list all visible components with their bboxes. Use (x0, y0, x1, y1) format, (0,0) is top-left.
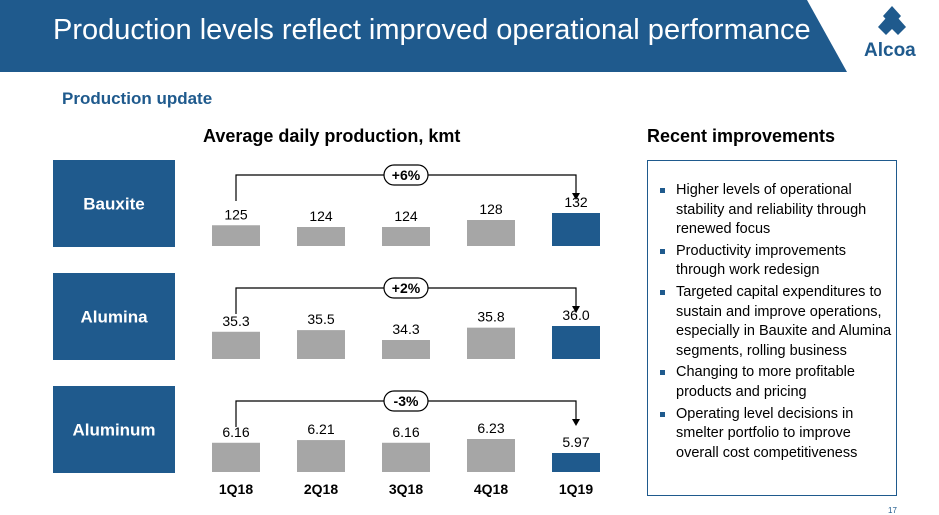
section-subtitle: Production update (62, 89, 213, 108)
square-bullet-icon (660, 289, 665, 295)
improvement-item: Changing to more profitable products and… (660, 363, 892, 402)
x-tick-label: 1Q19 (559, 481, 593, 497)
alcoa-logo (807, 0, 939, 72)
x-tick-label: 1Q18 (219, 481, 253, 497)
brand-name: Alcoa (864, 40, 916, 61)
diamond-logo-icon (878, 6, 906, 35)
bar (552, 213, 600, 246)
improvement-item: Higher levels of operational stability a… (660, 181, 892, 240)
improvement-text: Operating level decisions in smelter por… (676, 405, 858, 461)
panel-label: Alumina (80, 308, 148, 327)
improvements-list: Higher levels of operational stability a… (660, 181, 892, 465)
data-label: 6.16 (392, 424, 419, 440)
bar (297, 440, 345, 472)
data-label: 35.8 (477, 309, 504, 325)
change-label: -3% (394, 393, 419, 409)
change-badge (383, 164, 429, 186)
improvement-item: Targeted capital expenditures to sustain… (660, 283, 892, 361)
square-bullet-icon (660, 188, 665, 193)
bar (382, 227, 430, 246)
panel-label-box (53, 160, 175, 247)
page-title: Production levels reflect improved opera… (53, 14, 811, 46)
arrow-down-icon (572, 306, 580, 313)
arrow-down-icon (572, 193, 580, 200)
change-label: +6% (392, 167, 421, 183)
square-bullet-icon (660, 411, 665, 417)
panel-label-box (53, 386, 175, 473)
bar (297, 330, 345, 359)
square-bullet-icon (660, 370, 665, 376)
x-tick-label: 3Q18 (389, 481, 423, 497)
production-chart: Bauxite 125 124 124 128 132 +6% Alumina 35.3 35.5… (53, 160, 600, 497)
improvement-item: Productivity improvements through work r… (660, 242, 892, 281)
improvements-box: Higher levels of operational stability a… (647, 160, 897, 496)
bar (467, 439, 515, 472)
bar (212, 331, 260, 359)
arrow-down-icon (572, 419, 580, 426)
improvements-title: Recent improvements (647, 126, 836, 146)
bar (212, 442, 260, 472)
data-label: 125 (224, 206, 248, 222)
change-label: +2% (392, 280, 421, 296)
data-label: 128 (479, 201, 503, 217)
bar (467, 327, 515, 359)
improvement-text: Higher levels of operational stability a… (676, 182, 867, 238)
data-label: 5.97 (562, 434, 589, 450)
header-bar: Production levels reflect improved opera… (0, 0, 939, 72)
improvement-text: Changing to more profitable products and… (676, 364, 855, 400)
change-badge (383, 390, 429, 412)
data-label: 6.23 (477, 420, 504, 436)
bar (382, 340, 430, 359)
x-tick-label: 2Q18 (304, 481, 338, 497)
square-bullet-icon (660, 248, 665, 254)
bar (382, 442, 430, 472)
data-label: 35.5 (307, 311, 334, 327)
data-label: 6.21 (307, 421, 334, 437)
data-label: 6.16 (222, 424, 249, 440)
improvement-text: Productivity improvements through work r… (676, 242, 847, 279)
improvement-item: Operating level decisions in smelter por… (660, 405, 892, 464)
page-number: 17 (888, 506, 897, 515)
x-tick-label: 4Q18 (474, 481, 508, 497)
data-label: 36.0 (562, 307, 589, 323)
data-label: 35.3 (222, 313, 249, 329)
panel-label: Aluminum (72, 421, 155, 440)
bar (552, 326, 600, 359)
bar (467, 220, 515, 246)
chart-title: Average daily production, kmt (203, 126, 461, 146)
bar (552, 453, 600, 472)
bar (297, 227, 345, 246)
data-label: 34.3 (392, 321, 419, 337)
data-label: 124 (394, 208, 418, 224)
improvement-text: Targeted capital expenditures to sustain… (676, 283, 892, 359)
panel-label: Bauxite (83, 195, 144, 214)
data-label: 124 (309, 208, 333, 224)
change-badge (383, 277, 429, 299)
panel-label-box (53, 273, 175, 360)
bar (212, 225, 260, 246)
data-label: 132 (564, 194, 588, 210)
